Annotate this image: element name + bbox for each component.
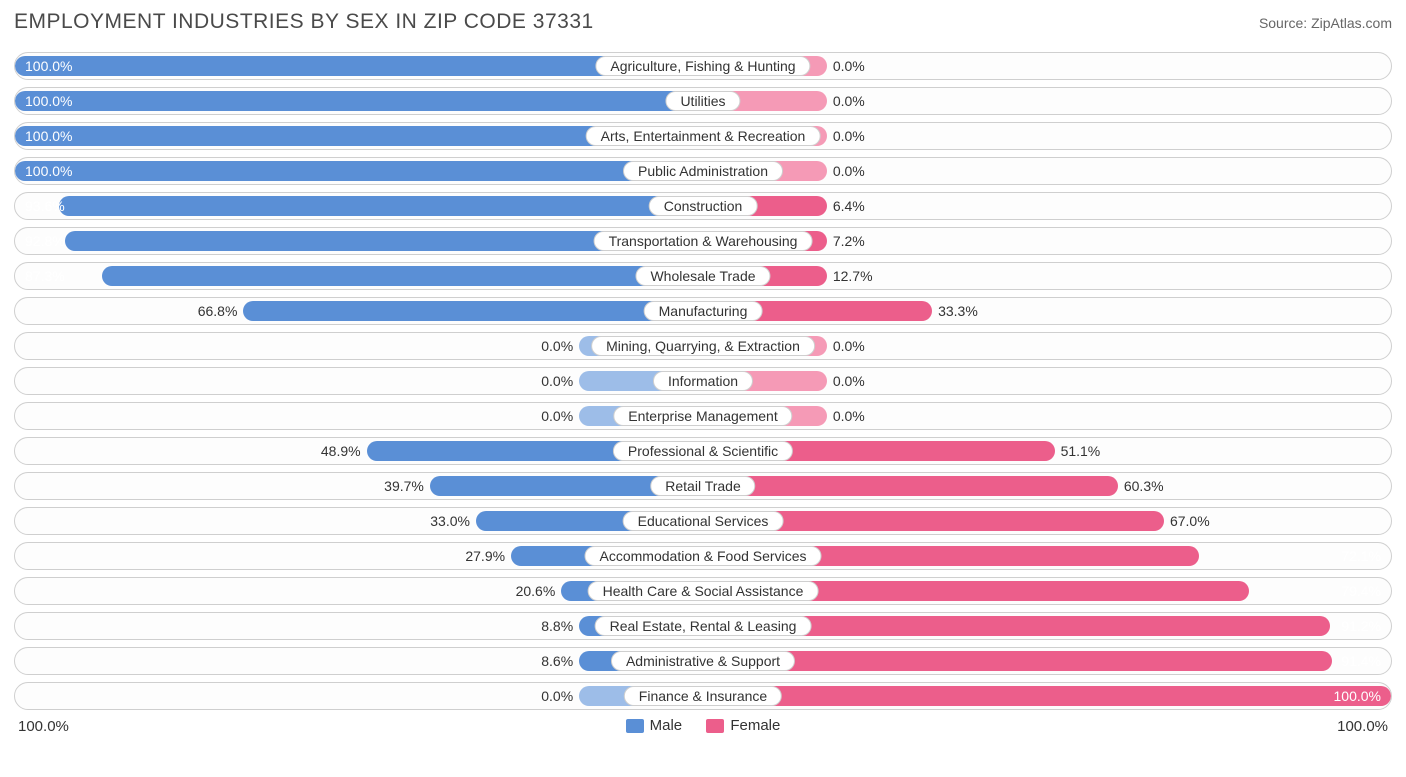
axis-right-label: 100.0% xyxy=(1337,718,1392,735)
page-title: EMPLOYMENT INDUSTRIES BY SEX IN ZIP CODE… xyxy=(14,10,594,34)
value-female: 79.4% xyxy=(1341,583,1381,599)
value-male: 39.7% xyxy=(384,478,424,494)
value-female: 6.4% xyxy=(833,198,865,214)
chart-row: 0.0% 0.0% Enterprise Management xyxy=(14,402,1392,430)
value-female: 0.0% xyxy=(833,58,865,74)
value-male: 0.0% xyxy=(541,373,573,389)
source-attribution: Source: ZipAtlas.com xyxy=(1259,15,1392,31)
category-label: Agriculture, Fishing & Hunting xyxy=(595,56,810,76)
header: EMPLOYMENT INDUSTRIES BY SEX IN ZIP CODE… xyxy=(14,10,1392,34)
category-label: Health Care & Social Assistance xyxy=(588,581,819,601)
chart-row: 39.7% 60.3% Retail Trade xyxy=(14,472,1392,500)
category-label: Enterprise Management xyxy=(613,406,792,426)
swatch-female xyxy=(706,719,724,733)
chart-row: 66.8% 33.3% Manufacturing xyxy=(14,297,1392,325)
value-male: 87.3% xyxy=(25,268,65,284)
bar-male xyxy=(59,196,703,216)
category-label: Arts, Entertainment & Recreation xyxy=(586,126,821,146)
category-label: Real Estate, Rental & Leasing xyxy=(595,616,812,636)
value-female: 0.0% xyxy=(833,338,865,354)
chart-row: 0.0% 0.0% Information xyxy=(14,367,1392,395)
chart-row: 93.6% 6.4% Construction xyxy=(14,192,1392,220)
value-female: 72.1% xyxy=(1341,548,1381,564)
chart-row: 0.0% 100.0% Finance & Insurance xyxy=(14,682,1392,710)
category-label: Manufacturing xyxy=(644,301,763,321)
value-female: 0.0% xyxy=(833,128,865,144)
value-male: 33.0% xyxy=(430,513,470,529)
value-female: 0.0% xyxy=(833,408,865,424)
axis-left-label: 100.0% xyxy=(14,718,69,735)
chart-row: 20.6% 79.4% Health Care & Social Assistanc… xyxy=(14,577,1392,605)
value-female: 91.4% xyxy=(1341,653,1381,669)
value-male: 8.6% xyxy=(541,653,573,669)
value-female: 100.0% xyxy=(1334,688,1381,704)
category-label: Utilities xyxy=(665,91,740,111)
legend-label-male: Male xyxy=(650,717,683,734)
value-male: 48.9% xyxy=(321,443,361,459)
chart-row: 100.0% 0.0% Arts, Entertainment & Recreati… xyxy=(14,122,1392,150)
chart-row: 100.0% 0.0% Agriculture, Fishing & Hunting xyxy=(14,52,1392,80)
chart-row: 33.0% 67.0% Educational Services xyxy=(14,507,1392,535)
category-label: Mining, Quarrying, & Extraction xyxy=(591,336,815,356)
value-female: 0.0% xyxy=(833,373,865,389)
value-female: 91.2% xyxy=(1341,618,1381,634)
value-male: 27.9% xyxy=(465,548,505,564)
value-female: 51.1% xyxy=(1061,443,1101,459)
category-label: Transportation & Warehousing xyxy=(594,231,813,251)
value-female: 0.0% xyxy=(833,93,865,109)
bar-female xyxy=(703,651,1332,671)
value-female: 67.0% xyxy=(1170,513,1210,529)
chart-row: 87.3% 12.7% Wholesale Trade xyxy=(14,262,1392,290)
legend: Male Female xyxy=(69,717,1337,737)
category-label: Professional & Scientific xyxy=(613,441,793,461)
value-male: 0.0% xyxy=(541,408,573,424)
category-label: Administrative & Support xyxy=(611,651,795,671)
category-label: Public Administration xyxy=(623,161,783,181)
value-male: 100.0% xyxy=(25,58,72,74)
swatch-male xyxy=(626,719,644,733)
chart-row: 8.6% 91.4% Administrative & Support xyxy=(14,647,1392,675)
bar-male xyxy=(102,266,703,286)
bar-male xyxy=(243,301,703,321)
category-label: Finance & Insurance xyxy=(624,686,782,706)
legend-item-male: Male xyxy=(626,717,683,734)
value-male: 100.0% xyxy=(25,128,72,144)
value-female: 12.7% xyxy=(833,268,873,284)
chart-row: 8.8% 91.2% Real Estate, Rental & Leasing xyxy=(14,612,1392,640)
value-female: 0.0% xyxy=(833,163,865,179)
chart-row: 27.9% 72.1% Accommodation & Food Services xyxy=(14,542,1392,570)
chart-row: 100.0% 0.0% Utilities xyxy=(14,87,1392,115)
category-label: Wholesale Trade xyxy=(635,266,770,286)
value-male: 0.0% xyxy=(541,688,573,704)
category-label: Information xyxy=(653,371,753,391)
value-female: 33.3% xyxy=(938,303,978,319)
legend-label-female: Female xyxy=(730,717,780,734)
category-label: Educational Services xyxy=(623,511,784,531)
chart-row: 100.0% 0.0% Public Administration xyxy=(14,157,1392,185)
value-female: 7.2% xyxy=(833,233,865,249)
legend-item-female: Female xyxy=(706,717,780,734)
bar-male xyxy=(15,161,703,181)
diverging-bar-chart: 100.0% 0.0% Agriculture, Fishing & Hunting… xyxy=(14,52,1392,710)
chart-row: 48.9% 51.1% Professional & Scientific xyxy=(14,437,1392,465)
value-male: 8.8% xyxy=(541,618,573,634)
value-male: 93.6% xyxy=(25,198,65,214)
chart-row: 92.8% 7.2% Transportation & Warehousing xyxy=(14,227,1392,255)
bar-male xyxy=(15,91,703,111)
chart-footer: 100.0% Male Female 100.0% xyxy=(14,717,1392,737)
chart-row: 0.0% 0.0% Mining, Quarrying, & Extraction xyxy=(14,332,1392,360)
value-male: 100.0% xyxy=(25,93,72,109)
value-male: 20.6% xyxy=(516,583,556,599)
value-male: 66.8% xyxy=(198,303,238,319)
bar-female xyxy=(703,686,1391,706)
category-label: Construction xyxy=(649,196,758,216)
value-male: 100.0% xyxy=(25,163,72,179)
bar-female xyxy=(703,476,1118,496)
value-male: 0.0% xyxy=(541,338,573,354)
category-label: Retail Trade xyxy=(650,476,755,496)
category-label: Accommodation & Food Services xyxy=(585,546,822,566)
value-male: 92.8% xyxy=(25,233,65,249)
value-female: 60.3% xyxy=(1124,478,1164,494)
